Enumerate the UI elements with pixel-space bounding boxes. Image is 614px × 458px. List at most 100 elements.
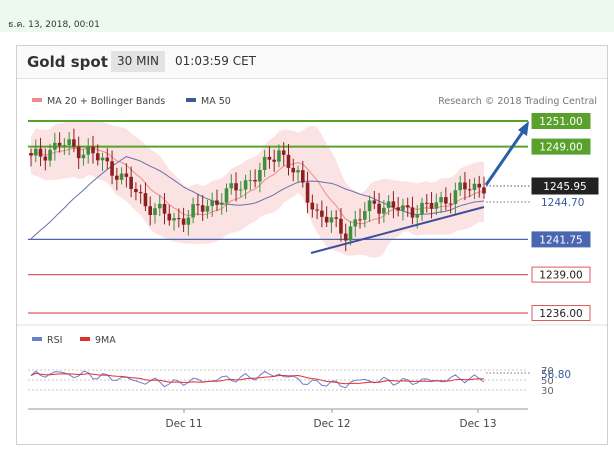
rsi-tick-50: 50 xyxy=(541,376,554,387)
candle-body xyxy=(67,139,71,146)
x-tick-label-0: Dec 11 xyxy=(165,418,202,430)
candle-body xyxy=(310,202,315,210)
candle-body xyxy=(343,233,348,241)
candle-body xyxy=(291,167,296,173)
candle-body xyxy=(153,208,157,215)
chart-time: 01:03:59 CET xyxy=(175,54,256,68)
candle-body xyxy=(205,206,210,212)
candle-body xyxy=(181,218,186,225)
candle-body xyxy=(72,139,76,147)
candle-body xyxy=(262,156,267,170)
candle-body xyxy=(467,189,472,191)
candle-body xyxy=(277,150,281,162)
candle-body xyxy=(29,153,33,156)
candle-body xyxy=(110,161,114,176)
candle-body xyxy=(401,205,405,211)
candle-body xyxy=(429,202,434,209)
candle-body xyxy=(215,200,219,205)
candle-body xyxy=(129,176,133,189)
candle-body xyxy=(382,207,386,214)
legend-label-ma20: MA 20 + Bollinger Bands xyxy=(47,96,165,107)
rsi-tick-30: 30 xyxy=(541,386,554,397)
candle-body xyxy=(367,200,372,212)
candle-body xyxy=(272,159,276,162)
candle-body xyxy=(224,188,229,203)
legend-label-rsi: RSI xyxy=(47,335,62,346)
candle-body xyxy=(148,206,153,215)
timestamp: ธ.ค. 13, 2018, 00:01 xyxy=(8,20,100,30)
candle-body xyxy=(33,148,38,156)
candle-body xyxy=(301,170,305,183)
candle-body xyxy=(358,219,362,221)
candle-body xyxy=(177,218,181,220)
candle-body xyxy=(453,190,458,205)
current-price-box xyxy=(531,177,599,195)
candle-body xyxy=(458,182,462,191)
candle-body xyxy=(281,150,286,155)
candle-body xyxy=(134,188,138,193)
bollinger-band xyxy=(31,119,484,258)
level-label-box-1 xyxy=(531,138,591,155)
candles xyxy=(29,128,486,252)
candle-body xyxy=(253,179,257,182)
candle-body xyxy=(334,217,338,219)
level-label-box-2 xyxy=(531,231,591,248)
legend-swatch-9ma xyxy=(80,337,90,341)
rsi-ma-line xyxy=(30,372,485,385)
candle-body xyxy=(444,197,448,204)
candle-body xyxy=(424,202,429,204)
candle-body xyxy=(234,183,238,191)
candle-body xyxy=(243,180,248,190)
candle-body xyxy=(315,209,319,211)
candle-body xyxy=(191,204,195,218)
level-label-box-3 xyxy=(531,266,591,283)
candle-body xyxy=(105,157,110,162)
candle-body xyxy=(448,203,453,205)
candle-body xyxy=(53,142,57,150)
candle-body xyxy=(405,205,410,208)
candle-body xyxy=(410,207,415,218)
candle-body xyxy=(324,216,329,223)
level-label-3: 1239.00 xyxy=(539,270,582,282)
x-tick-label-1: Dec 12 xyxy=(313,418,350,430)
candle-body xyxy=(196,204,200,206)
trend-line xyxy=(310,206,485,254)
level-label-1: 1249.00 xyxy=(539,142,582,154)
candle-body xyxy=(38,148,43,157)
top-bar: ธ.ค. 13, 2018, 00:01 xyxy=(0,0,614,32)
candle-body xyxy=(386,201,391,208)
legend-swatch-rsi xyxy=(32,337,42,341)
candle-body xyxy=(362,211,367,220)
current-price-label: 1245.95 xyxy=(543,181,586,193)
candle-body xyxy=(124,173,129,177)
target-arrow-head xyxy=(518,121,529,136)
candle-body xyxy=(267,156,272,160)
candle-body xyxy=(396,207,400,211)
rsi-tick-70: 70 xyxy=(541,366,554,377)
ma50-line xyxy=(30,156,485,240)
candle-body xyxy=(439,197,443,203)
attribution: Research © 2018 Trading Central xyxy=(438,96,597,107)
rsi-current-label: 56.80 xyxy=(541,369,571,381)
candle-body xyxy=(81,154,86,159)
candle-body xyxy=(339,218,343,234)
legend-swatch-ma20 xyxy=(32,98,42,102)
timeframe-badge[interactable]: 30 MIN xyxy=(111,51,165,72)
chart-header: Gold spot 30 MIN 01:03:59 CET xyxy=(17,46,607,79)
instrument-title: Gold spot xyxy=(27,53,108,71)
level-label-box-0 xyxy=(531,113,591,129)
candle-body xyxy=(91,146,95,154)
candle-body xyxy=(86,146,91,155)
level-label-2: 1241.75 xyxy=(539,234,582,246)
candle-body xyxy=(48,149,52,161)
candle-body xyxy=(415,214,420,218)
ma-value-label: 1244.70 xyxy=(541,197,584,209)
candle-body xyxy=(100,157,105,161)
candle-body xyxy=(353,219,358,227)
candle-body xyxy=(477,183,482,188)
candle-body xyxy=(472,183,477,191)
candle-body xyxy=(258,169,262,182)
target-arrow-shaft xyxy=(484,129,526,186)
candle-body xyxy=(248,179,253,181)
candle-body xyxy=(57,142,62,146)
